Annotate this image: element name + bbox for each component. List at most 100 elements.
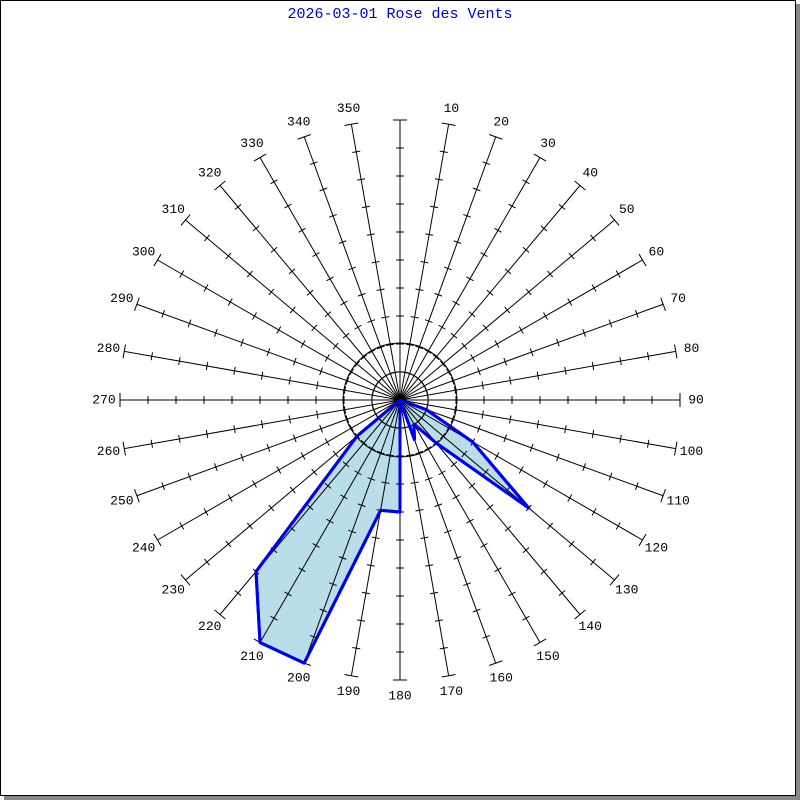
direction-label: 200 bbox=[287, 671, 310, 686]
tick-mark bbox=[345, 376, 350, 385]
tick-mark bbox=[311, 324, 318, 332]
tick-mark bbox=[482, 161, 491, 166]
tick-mark bbox=[266, 443, 271, 452]
tick-mark bbox=[260, 420, 264, 429]
tick-mark bbox=[568, 252, 575, 260]
tick-mark bbox=[368, 446, 376, 451]
tick-mark bbox=[153, 253, 162, 267]
tick-mark bbox=[349, 424, 354, 432]
tick-mark bbox=[446, 368, 451, 376]
tick-mark bbox=[357, 178, 366, 181]
tick-mark bbox=[660, 297, 666, 311]
tick-mark bbox=[424, 319, 433, 323]
tick-mark bbox=[204, 234, 210, 242]
tick-mark bbox=[391, 371, 400, 374]
chart-title: 2026-03-01 Rose des Vents bbox=[287, 6, 512, 23]
tick-mark bbox=[438, 324, 446, 330]
tick-mark bbox=[150, 352, 154, 361]
tick-mark bbox=[292, 357, 297, 366]
tick-mark bbox=[567, 494, 573, 502]
tick-mark bbox=[348, 266, 357, 271]
tick-mark bbox=[543, 312, 548, 320]
direction-label: 330 bbox=[240, 136, 263, 151]
tick-mark bbox=[340, 494, 348, 500]
tick-mark bbox=[591, 284, 597, 292]
tick-mark bbox=[311, 468, 318, 476]
tick-mark bbox=[415, 345, 424, 350]
tick-mark bbox=[381, 316, 390, 319]
tick-mark bbox=[319, 367, 323, 376]
tick-mark bbox=[415, 288, 424, 291]
tick-mark bbox=[234, 204, 242, 210]
direction-label: 150 bbox=[536, 649, 559, 664]
tick-mark bbox=[453, 386, 457, 395]
tick-mark bbox=[376, 450, 385, 455]
tick-mark bbox=[590, 558, 596, 566]
tick-mark bbox=[260, 371, 264, 380]
tick-mark bbox=[332, 450, 339, 458]
tick-mark bbox=[316, 410, 319, 419]
tick-mark bbox=[450, 332, 458, 339]
tick-mark bbox=[567, 298, 573, 306]
tick-mark bbox=[540, 225, 548, 232]
direction-label: 310 bbox=[162, 202, 185, 217]
tick-mark bbox=[434, 619, 443, 622]
tick-mark bbox=[472, 608, 481, 613]
tick-mark bbox=[430, 205, 439, 209]
tick-mark bbox=[376, 345, 385, 350]
tick-mark bbox=[504, 525, 512, 532]
tick-mark bbox=[180, 574, 191, 586]
tick-mark bbox=[439, 150, 448, 154]
tick-mark bbox=[482, 634, 491, 639]
tick-mark bbox=[205, 361, 209, 370]
direction-label: 230 bbox=[162, 583, 185, 598]
tick-mark bbox=[480, 543, 488, 548]
tick-mark bbox=[486, 504, 494, 511]
tick-mark bbox=[674, 441, 678, 456]
tick-mark bbox=[266, 348, 271, 357]
tick-mark bbox=[253, 153, 267, 162]
tick-mark bbox=[357, 292, 366, 297]
tick-mark bbox=[486, 289, 494, 296]
tick-mark bbox=[354, 470, 362, 476]
tick-mark bbox=[270, 179, 278, 185]
tick-mark bbox=[326, 518, 334, 524]
tick-mark bbox=[329, 582, 337, 587]
tick-mark bbox=[518, 326, 524, 334]
tick-mark bbox=[574, 180, 586, 191]
tick-mark bbox=[441, 674, 456, 678]
tick-mark bbox=[361, 205, 370, 209]
tick-mark bbox=[425, 233, 434, 236]
direction-label: 290 bbox=[110, 291, 133, 306]
tick-mark bbox=[504, 268, 512, 275]
tick-mark bbox=[332, 342, 339, 350]
tick-mark bbox=[420, 260, 429, 264]
tick-mark bbox=[240, 338, 244, 347]
tick-mark bbox=[503, 357, 508, 366]
tick-mark bbox=[252, 480, 257, 488]
direction-label: 350 bbox=[337, 101, 360, 116]
tick-mark bbox=[461, 342, 468, 350]
tick-mark bbox=[288, 376, 291, 385]
tick-mark bbox=[306, 504, 314, 511]
tick-mark bbox=[564, 425, 567, 434]
tick-mark bbox=[352, 150, 361, 154]
tick-mark bbox=[122, 441, 126, 456]
tick-mark bbox=[434, 178, 443, 181]
tick-mark bbox=[203, 284, 209, 292]
tick-mark bbox=[452, 494, 460, 500]
tick-mark bbox=[205, 430, 209, 439]
tick-mark bbox=[443, 266, 452, 271]
tick-mark bbox=[482, 324, 489, 332]
tick-mark bbox=[357, 503, 366, 508]
tick-mark bbox=[415, 509, 424, 512]
tick-mark bbox=[338, 240, 347, 244]
tick-mark bbox=[608, 319, 613, 328]
tick-mark bbox=[470, 354, 476, 362]
direction-label: 180 bbox=[388, 688, 411, 703]
tick-mark bbox=[368, 349, 376, 354]
tick-mark bbox=[225, 540, 232, 548]
tick-mark bbox=[638, 533, 647, 547]
tick-mark bbox=[405, 453, 414, 457]
tick-mark bbox=[150, 439, 154, 448]
